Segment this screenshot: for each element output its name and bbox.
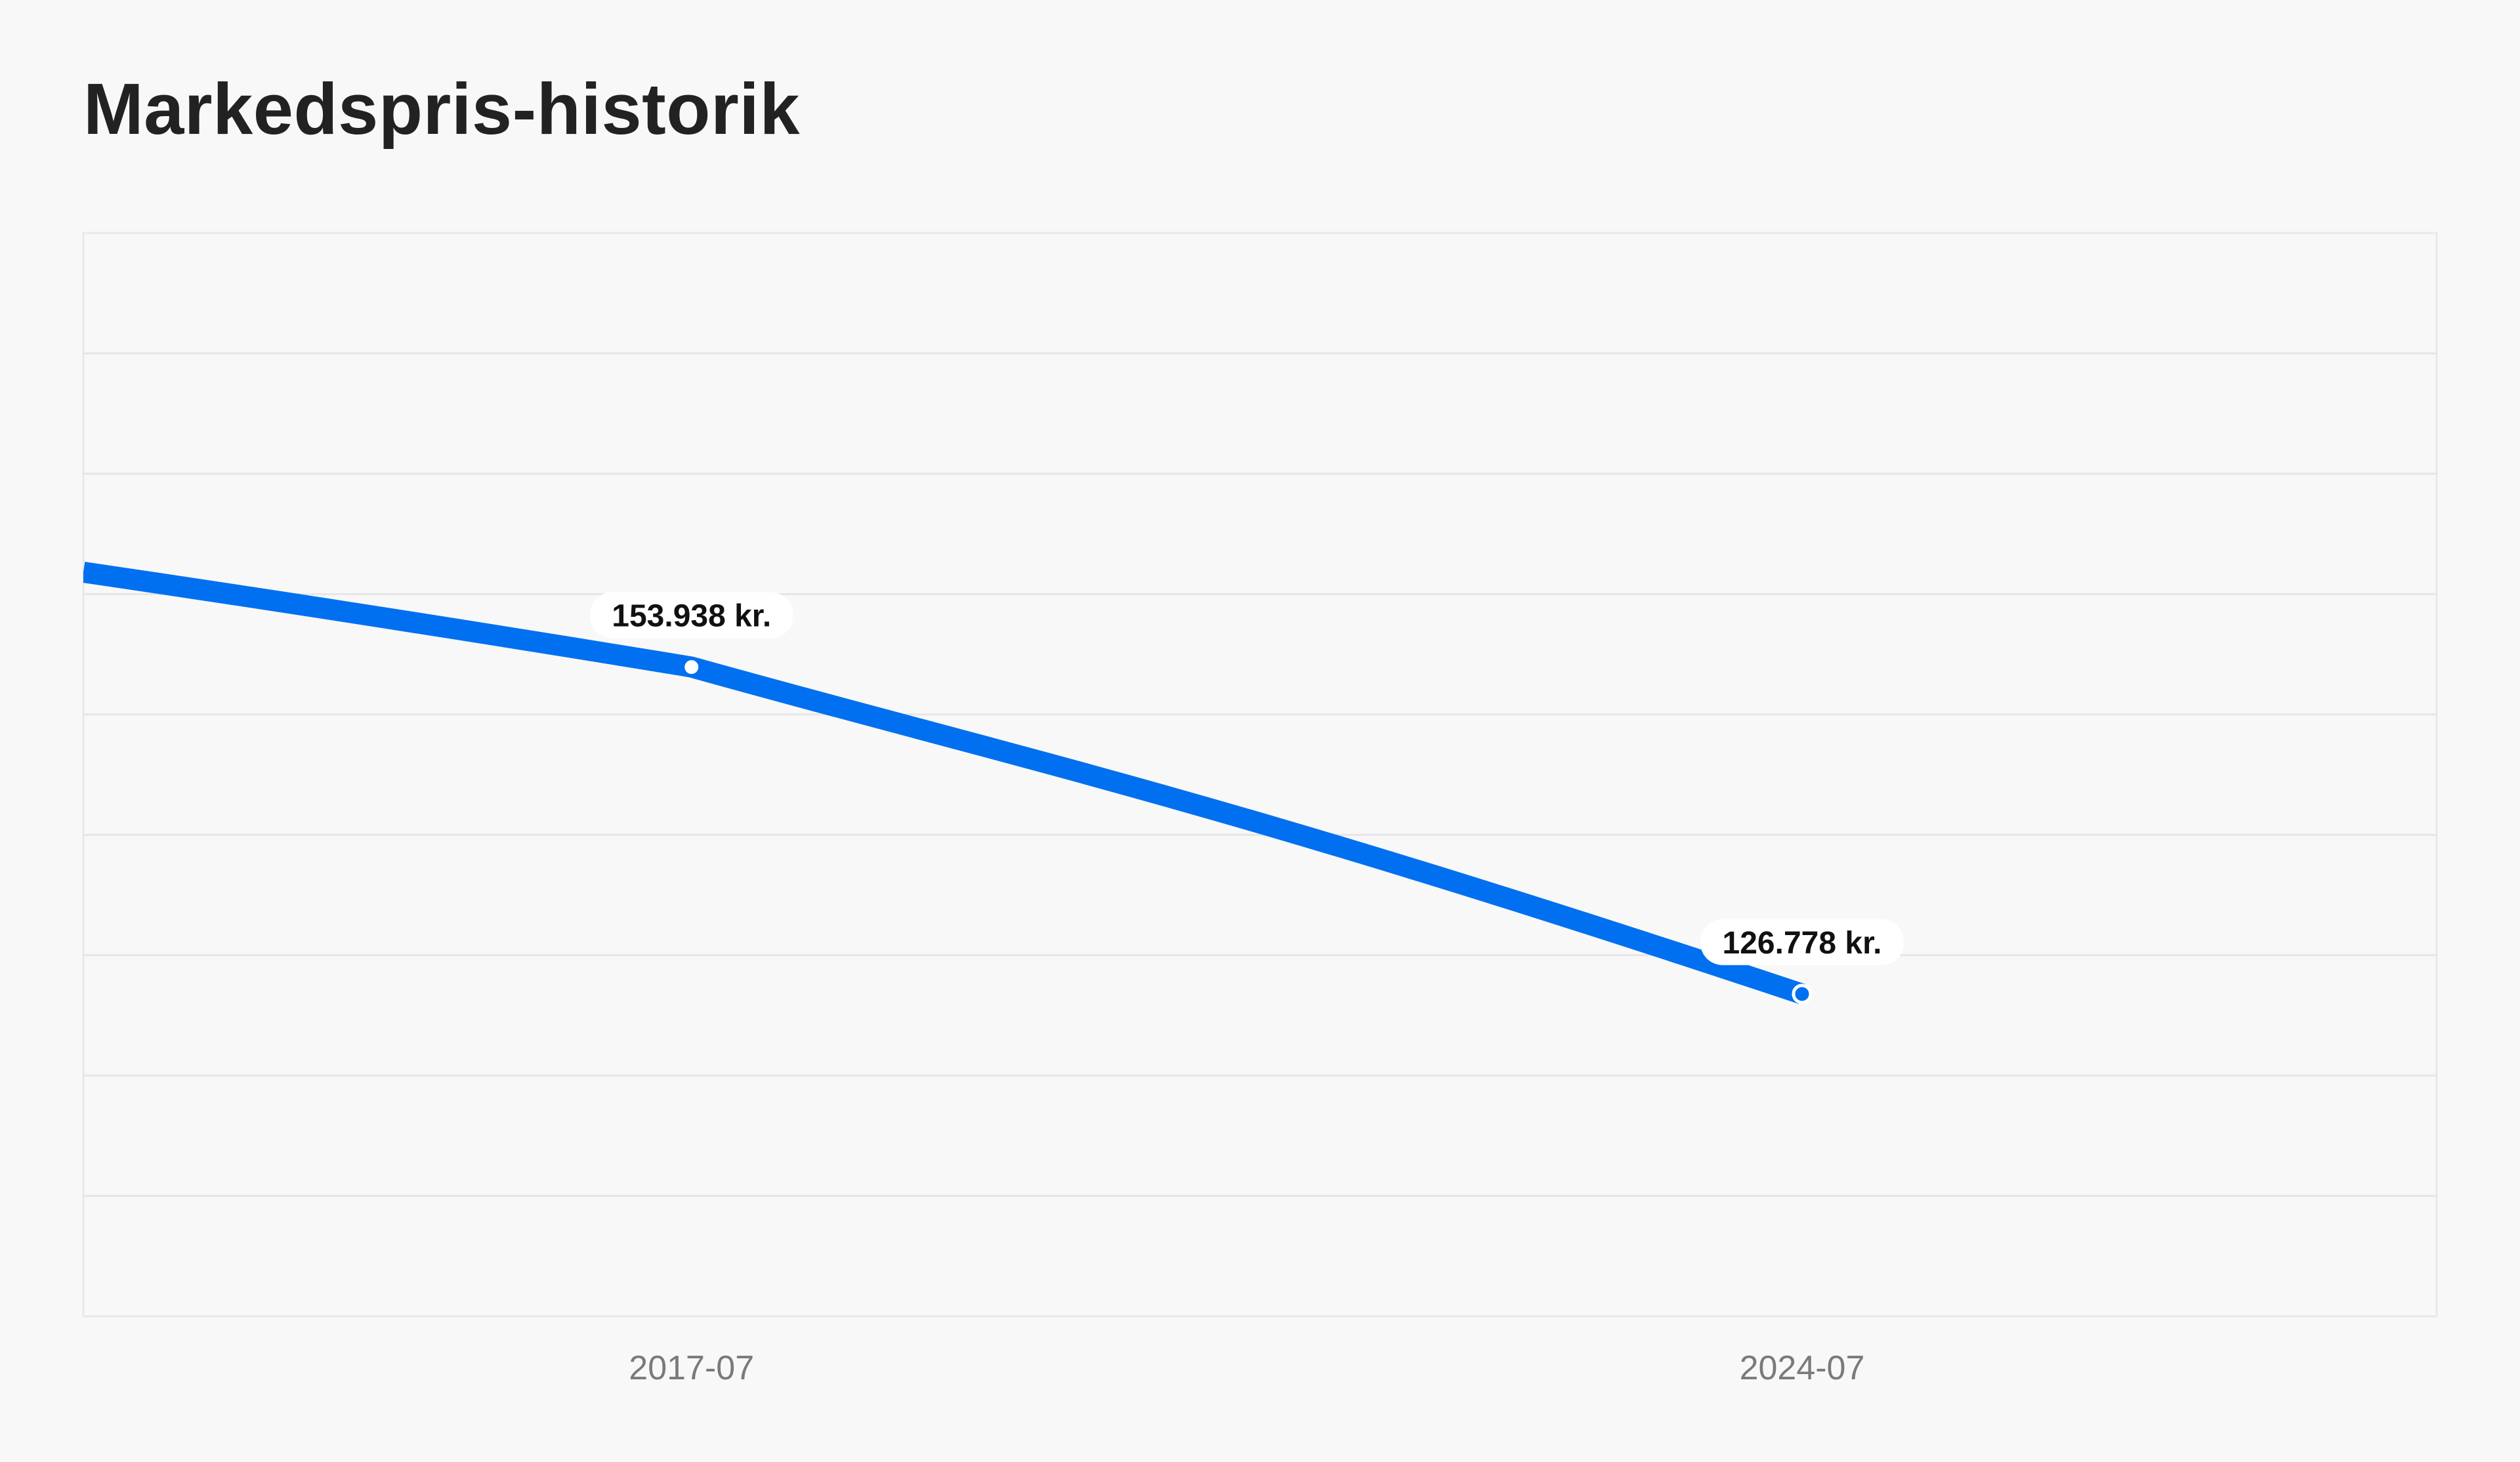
- chart-series: [83, 562, 1806, 1004]
- x-tick-label: 2017-07: [629, 1349, 754, 1387]
- data-label-text: 153.938 kr.: [612, 599, 771, 634]
- data-label: 153.938 kr.: [589, 592, 793, 638]
- page-title: Markedspris-historik: [83, 69, 801, 150]
- data-label-background: [589, 592, 793, 638]
- chart-markers: [681, 657, 1813, 1005]
- data-point-marker[interactable]: [681, 657, 702, 678]
- chart-grid: [82, 232, 2438, 1318]
- chart-data-labels: 153.938 kr. 126.778 kr.: [589, 592, 1904, 965]
- series-line: [83, 562, 1806, 1004]
- data-label-background: [1700, 919, 1904, 965]
- chart-x-axis: 2017-07 2024-07: [629, 1349, 1864, 1387]
- plot-frame: [82, 232, 2438, 1318]
- data-point-marker[interactable]: [1792, 984, 1813, 1005]
- data-label: 126.778 kr.: [1700, 919, 1904, 965]
- data-label-text: 126.778 kr.: [1723, 926, 1882, 961]
- x-tick-label: 2024-07: [1740, 1349, 1865, 1387]
